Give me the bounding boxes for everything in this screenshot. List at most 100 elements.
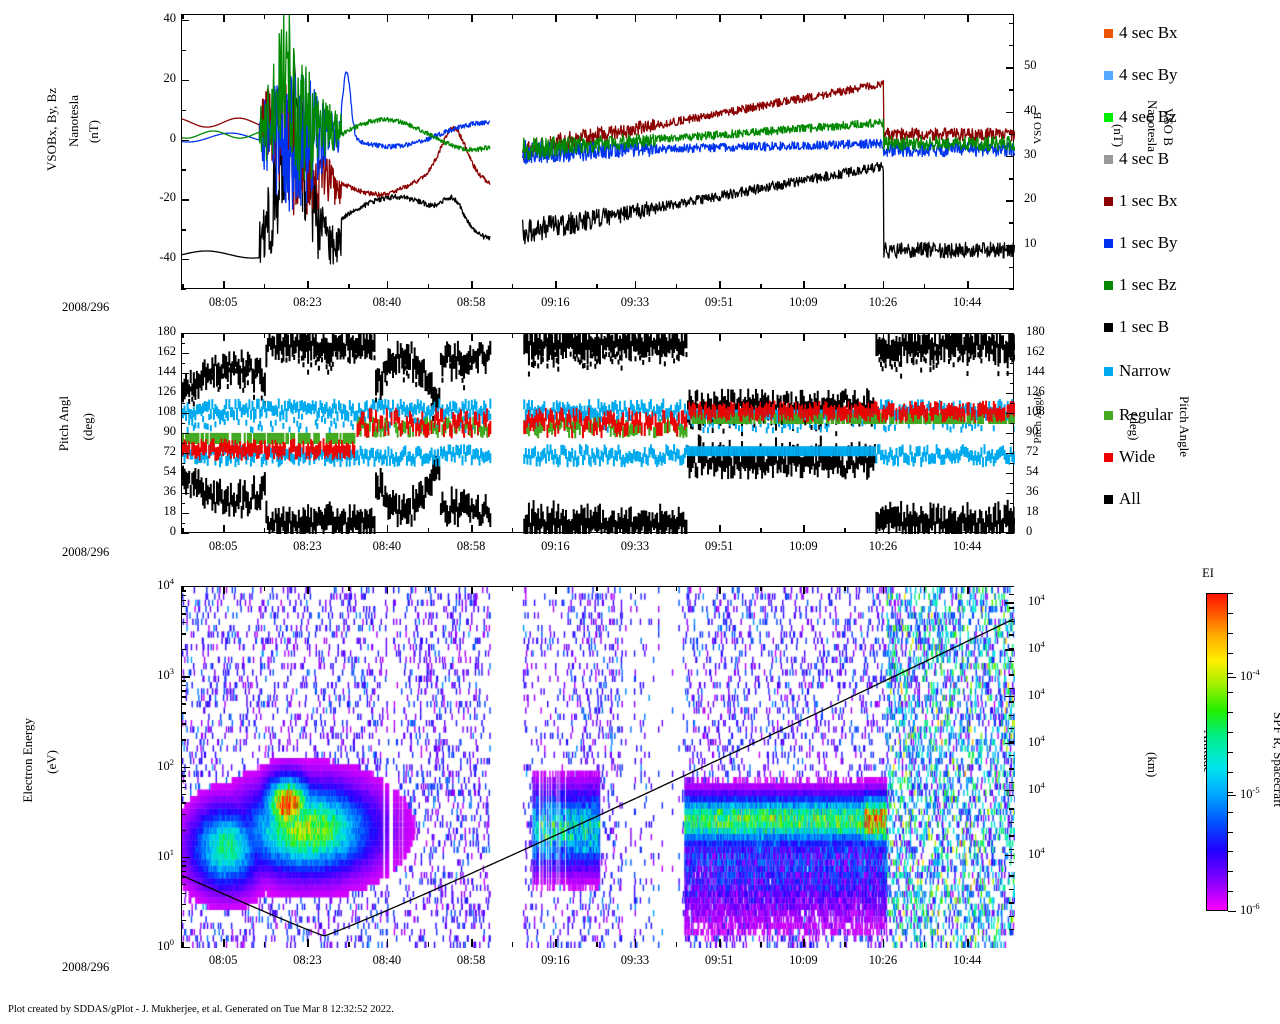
axis-tick [1006,353,1014,355]
axis-tick [803,14,805,22]
footer-credit: Plot created by SDDAS/gPlot - J. Mukherj… [8,1004,394,1015]
x-axis-time-label: 10:26 [868,953,898,967]
panel1-ylabel-right-3: (nT) [1026,124,1126,147]
axis-tick [512,586,514,591]
legend-label: All [1119,489,1141,508]
legend-swatch-icon [1104,452,1113,462]
colorbar-minor-tick [1228,752,1233,753]
colorbar-tick [1228,677,1236,679]
axis-tick [223,939,225,947]
axis-tick [760,333,762,338]
axis-tick [471,333,473,341]
axis-tick [1010,383,1014,385]
spectrogram-canvas [182,587,1015,948]
axis-tick [181,513,189,515]
axis-tick [1009,594,1014,596]
axis-tick [1006,533,1014,535]
axis-tick [181,606,186,608]
magnetic-field-panel [181,14,1015,289]
axis-tick [348,942,350,947]
axis-tick [182,14,184,19]
axis-tick [634,333,637,341]
legend-item-1-sec-bx[interactable]: 1 sec Bx [1104,180,1280,222]
axis-tick [223,586,225,594]
axis-tick [181,903,186,906]
legend-item-1-sec-bz[interactable]: 1 sec Bz [1104,264,1280,306]
axis-tick [182,333,184,338]
axis-tick [181,423,185,425]
legend-item-4-sec-bx[interactable]: 4 sec Bx [1104,12,1280,54]
axis-tick [181,383,185,385]
axis-tick [1010,423,1014,425]
axis-tick [182,528,184,533]
axis-tick-label: 144 [1026,364,1045,378]
axis-tick [1006,373,1014,375]
axis-tick [427,284,430,289]
axis-tick [803,281,805,289]
axis-tick [882,939,885,947]
legend-item-4-sec-bz[interactable]: 4 sec Bz [1104,96,1280,138]
legend-swatch-icon [1104,154,1113,164]
axis-tick [1006,244,1014,247]
x-axis-time-label: 09:51 [704,295,734,309]
legend-label: 1 sec Bx [1119,191,1178,210]
colorbar-minor-tick [1228,692,1233,694]
axis-tick-label: 10 [1024,235,1037,250]
axis-tick [1010,503,1014,505]
axis-tick-label: 50 [1024,58,1037,73]
axis-tick [555,333,557,341]
axis-tick [1005,854,1014,857]
panel3-date-label: 2008/296 [62,960,109,975]
legend-item-all[interactable]: All [1104,478,1280,520]
energy-tick-label: 103 [157,666,174,683]
axis-tick [471,281,473,289]
legend-item-1-sec-by[interactable]: 1 sec By [1104,222,1280,264]
axis-tick [760,528,762,533]
axis-tick [634,525,637,533]
legend-item-1-sec-b[interactable]: 1 sec B [1104,306,1280,348]
legend-item-4-sec-by[interactable]: 4 sec By [1104,54,1280,96]
axis-tick [348,333,350,338]
axis-tick [1006,393,1014,395]
axis-tick [181,813,186,816]
legend-item-4-sec-b[interactable]: 4 sec B [1104,138,1280,180]
legend-item-regular[interactable]: Regular [1104,394,1280,436]
x-axis-time-label: 10:44 [952,953,982,967]
axis-tick [181,443,185,445]
x-axis-time-label: 09:33 [620,539,650,553]
axis-tick [1009,222,1014,224]
axis-tick [596,586,598,591]
x-axis-time-label: 09:16 [541,539,570,553]
axis-tick [967,281,969,289]
axis-tick [675,528,678,533]
axis-tick [675,14,678,19]
axis-tick [348,586,350,591]
axis-tick [1006,453,1014,455]
energy-tick-label: 101 [157,846,174,863]
axis-tick [307,586,309,594]
axis-tick-label: 36 [163,484,177,498]
x-axis-time-label: 10:26 [868,295,898,309]
axis-tick [596,528,598,533]
axis-tick [181,594,186,597]
legend-item-wide[interactable]: Wide [1104,436,1280,478]
axis-tick [844,284,846,289]
colorbar-gradient [1206,593,1228,911]
axis-tick [181,373,189,375]
axis-tick [181,79,189,82]
axis-tick [596,14,598,19]
axis-tick [967,333,969,341]
axis-tick [923,942,926,947]
legend-label: 1 sec By [1119,233,1178,252]
axis-tick [967,586,969,594]
altitude-tick-label: 104 [1028,844,1045,862]
axis-tick [1009,620,1014,623]
legend-item-narrow[interactable]: Narrow [1104,348,1280,394]
axis-tick [1009,862,1014,864]
panel1-ylabel-right-line2: Nanotesla [1145,100,1160,152]
axis-tick [182,284,184,289]
axis-tick [1006,67,1014,69]
axis-tick [386,939,389,947]
axis-tick [803,525,805,533]
axis-tick [1009,848,1014,850]
